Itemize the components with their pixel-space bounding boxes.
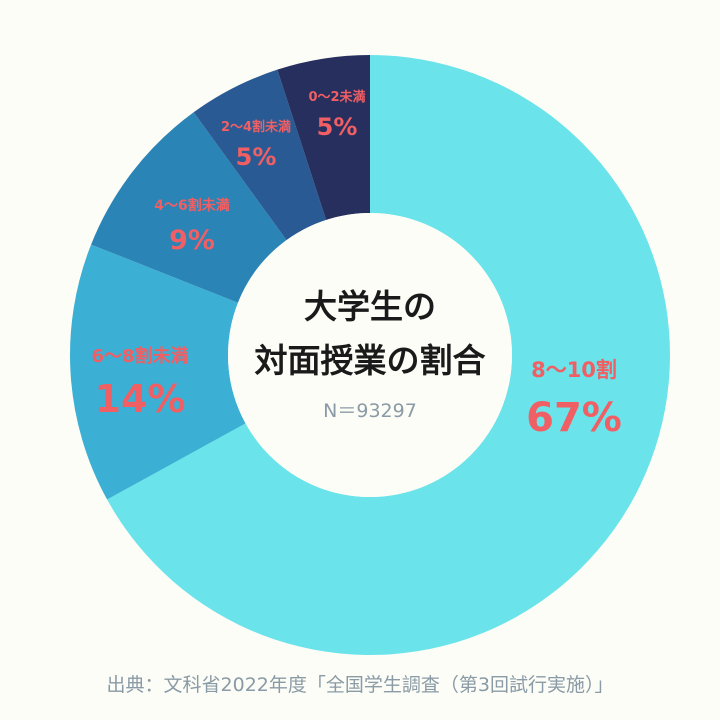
chart-title-line-2: 対面授業の割合 [255, 341, 486, 380]
label-value-8-10: 67% [526, 395, 622, 441]
chart-title-line-1: 大学生の [304, 287, 436, 326]
segment-2-4 [193, 69, 327, 241]
label-category-6-8: 6〜8割未満 [91, 345, 188, 367]
label-category-2-4: 2〜4割未満 [221, 119, 291, 135]
label-value-2-4: 5% [236, 143, 277, 171]
segment-6-8 [70, 244, 246, 500]
label-category-0-2: 0〜2未満 [308, 89, 365, 105]
sample-size: N＝93297 [323, 400, 417, 422]
donut-segments [70, 55, 671, 655]
segment-4-6 [91, 112, 287, 303]
segment-8-10 [107, 55, 671, 655]
label-category-4-6: 4〜6割未満 [154, 197, 229, 214]
segment-0-2 [277, 55, 370, 220]
donut-hole [228, 213, 512, 497]
source-note: 出典：文科省2022年度「全国学生調査（第3回試行実施）」 [106, 674, 614, 696]
label-value-0-2: 5% [317, 113, 358, 141]
label-category-8-10: 8〜10割 [531, 358, 617, 382]
label-value-4-6: 9% [169, 225, 215, 256]
label-value-6-8: 14% [95, 377, 186, 421]
